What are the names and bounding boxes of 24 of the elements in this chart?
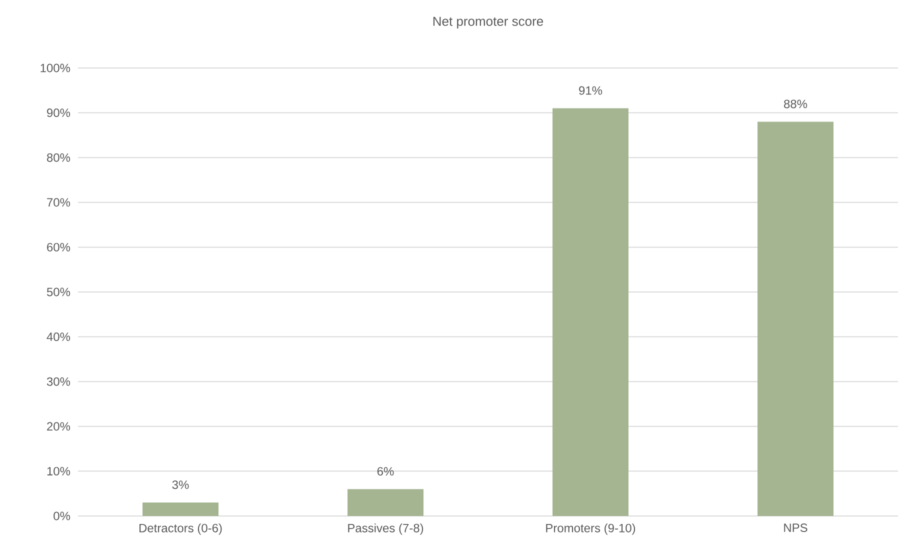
data-label: 91% xyxy=(579,86,602,95)
data-label: 3% xyxy=(172,480,189,490)
bar xyxy=(552,108,628,516)
bar xyxy=(348,489,424,516)
bar xyxy=(142,502,219,516)
y-tick-label: 30% xyxy=(46,377,70,386)
data-label: 6% xyxy=(377,467,394,476)
x-tick-label: Promoters (9-10) xyxy=(546,524,636,535)
chart-title: Net promoter score xyxy=(433,16,544,28)
x-tick-label: Passives (7-8) xyxy=(348,524,424,535)
data-label: 88% xyxy=(784,100,808,108)
y-tick-label: 70% xyxy=(47,198,70,207)
y-tick-label: 100% xyxy=(40,64,70,72)
x-tick-label: Detractors (0-6) xyxy=(139,524,222,535)
bar xyxy=(757,122,834,516)
x-tick-label: NPS xyxy=(784,524,808,532)
y-tick-label: 20% xyxy=(47,422,70,431)
y-tick-label: 90% xyxy=(47,108,70,118)
y-tick-label: 50% xyxy=(46,288,70,296)
y-tick-label: 10% xyxy=(47,466,70,476)
y-tick-label: 60% xyxy=(47,242,70,252)
y-tick-label: 40% xyxy=(46,332,70,342)
y-tick-label: 0% xyxy=(54,512,70,520)
y-tick-label: 80% xyxy=(46,153,70,162)
